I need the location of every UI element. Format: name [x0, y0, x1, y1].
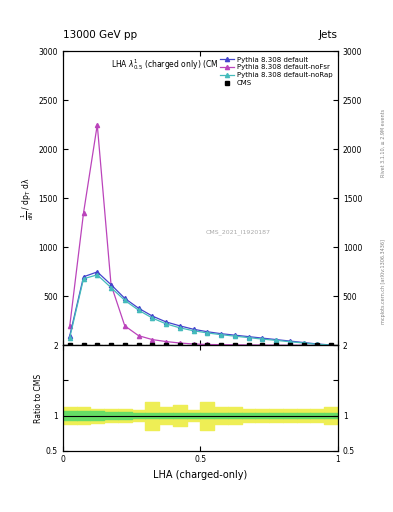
Y-axis label: $\mathregular{\frac{1}{\mathrm{d}N}}$ / $\mathregular{\mathrm{d}p_T}$ $\mathregu: $\mathregular{\frac{1}{\mathrm{d}N}}$ / … [20, 177, 36, 220]
Pythia 8.308 default-noFsr [274, 342, 279, 348]
Text: LHA $\lambda^{1}_{0.5}$ (charged only) (CMS jet substructure): LHA $\lambda^{1}_{0.5}$ (charged only) (… [111, 57, 290, 72]
CMS [68, 343, 72, 349]
Pythia 8.308 default [288, 338, 292, 344]
Pythia 8.308 default-noFsr [164, 338, 169, 345]
Pythia 8.308 default [205, 329, 210, 335]
Pythia 8.308 default-noFsr [95, 122, 100, 128]
Pythia 8.308 default-noFsr [108, 282, 114, 288]
Pythia 8.308 default-noRap [329, 342, 334, 348]
Pythia 8.308 default-noFsr [315, 343, 320, 349]
Pythia 8.308 default-noRap [233, 333, 237, 339]
Pythia 8.308 default-noRap [108, 285, 114, 291]
X-axis label: LHA (charged-only): LHA (charged-only) [153, 470, 248, 480]
Pythia 8.308 default-noRap [219, 332, 223, 338]
Pythia 8.308 default-noFsr [301, 342, 306, 348]
CMS [81, 343, 86, 349]
Pythia 8.308 default [150, 313, 155, 319]
Pythia 8.308 default-noFsr [68, 323, 72, 329]
CMS [108, 343, 114, 349]
Pythia 8.308 default [123, 295, 127, 302]
Pythia 8.308 default [108, 282, 114, 288]
CMS [219, 343, 223, 349]
Pythia 8.308 default-noRap [178, 325, 182, 331]
Line: Pythia 8.308 default-noFsr: Pythia 8.308 default-noFsr [68, 123, 333, 348]
Line: Pythia 8.308 default-noRap: Pythia 8.308 default-noRap [68, 273, 333, 347]
Pythia 8.308 default-noRap [136, 307, 141, 313]
CMS [288, 343, 292, 349]
Pythia 8.308 default-noRap [260, 336, 265, 342]
Legend: Pythia 8.308 default, Pythia 8.308 default-noFsr, Pythia 8.308 default-noRap, CM: Pythia 8.308 default, Pythia 8.308 defau… [217, 53, 336, 90]
Pythia 8.308 default [233, 332, 237, 338]
Pythia 8.308 default [329, 342, 334, 348]
Line: CMS: CMS [68, 344, 333, 347]
Pythia 8.308 default-noFsr [191, 341, 196, 347]
CMS [260, 343, 265, 349]
CMS [315, 343, 320, 349]
Pythia 8.308 default-noRap [288, 338, 292, 345]
CMS [136, 343, 141, 349]
CMS [246, 343, 251, 349]
Pythia 8.308 default [260, 335, 265, 341]
Text: CMS_2021_I1920187: CMS_2021_I1920187 [206, 230, 271, 236]
Pythia 8.308 default-noFsr [150, 336, 155, 343]
Pythia 8.308 default [68, 333, 72, 339]
Pythia 8.308 default [95, 269, 100, 275]
Pythia 8.308 default-noRap [315, 341, 320, 347]
Text: Rivet 3.1.10, ≥ 2.9M events: Rivet 3.1.10, ≥ 2.9M events [381, 109, 386, 178]
CMS [150, 343, 155, 349]
Pythia 8.308 default-noRap [301, 340, 306, 346]
CMS [301, 343, 306, 349]
CMS [95, 343, 100, 349]
CMS [274, 343, 279, 349]
Text: Jets: Jets [319, 30, 338, 40]
Pythia 8.308 default [178, 323, 182, 329]
Pythia 8.308 default-noRap [123, 297, 127, 304]
Pythia 8.308 default [315, 341, 320, 347]
Pythia 8.308 default-noFsr [219, 342, 223, 348]
Pythia 8.308 default-noFsr [136, 333, 141, 339]
Pythia 8.308 default-noRap [274, 337, 279, 344]
Pythia 8.308 default-noFsr [81, 210, 86, 216]
CMS [123, 343, 127, 349]
Pythia 8.308 default-noFsr [246, 342, 251, 348]
Pythia 8.308 default-noRap [81, 275, 86, 282]
CMS [329, 343, 334, 349]
Pythia 8.308 default-noFsr [123, 323, 127, 329]
Pythia 8.308 default-noFsr [178, 340, 182, 346]
CMS [233, 343, 237, 349]
Pythia 8.308 default [246, 333, 251, 339]
CMS [164, 343, 169, 349]
Pythia 8.308 default-noRap [205, 330, 210, 336]
Pythia 8.308 default-noRap [150, 315, 155, 321]
CMS [178, 343, 182, 349]
Pythia 8.308 default-noFsr [329, 343, 334, 349]
Pythia 8.308 default-noFsr [260, 342, 265, 348]
Text: 13000 GeV pp: 13000 GeV pp [63, 30, 137, 40]
Pythia 8.308 default [136, 305, 141, 311]
Pythia 8.308 default-noRap [68, 334, 72, 340]
Pythia 8.308 default [274, 336, 279, 343]
Pythia 8.308 default-noFsr [205, 342, 210, 348]
Pythia 8.308 default-noRap [191, 328, 196, 334]
Pythia 8.308 default [191, 326, 196, 332]
Pythia 8.308 default [164, 319, 169, 325]
Pythia 8.308 default-noRap [246, 334, 251, 340]
Pythia 8.308 default-noRap [95, 272, 100, 278]
Line: Pythia 8.308 default: Pythia 8.308 default [68, 270, 333, 347]
CMS [191, 343, 196, 349]
CMS [205, 343, 210, 349]
Y-axis label: Ratio to CMS: Ratio to CMS [34, 373, 43, 422]
Pythia 8.308 default-noFsr [288, 342, 292, 348]
Pythia 8.308 default [81, 274, 86, 280]
Pythia 8.308 default [301, 339, 306, 346]
Pythia 8.308 default-noFsr [233, 342, 237, 348]
Pythia 8.308 default-noRap [164, 321, 169, 327]
Pythia 8.308 default [219, 331, 223, 337]
Text: mcplots.cern.ch [arXiv:1306.3436]: mcplots.cern.ch [arXiv:1306.3436] [381, 239, 386, 324]
